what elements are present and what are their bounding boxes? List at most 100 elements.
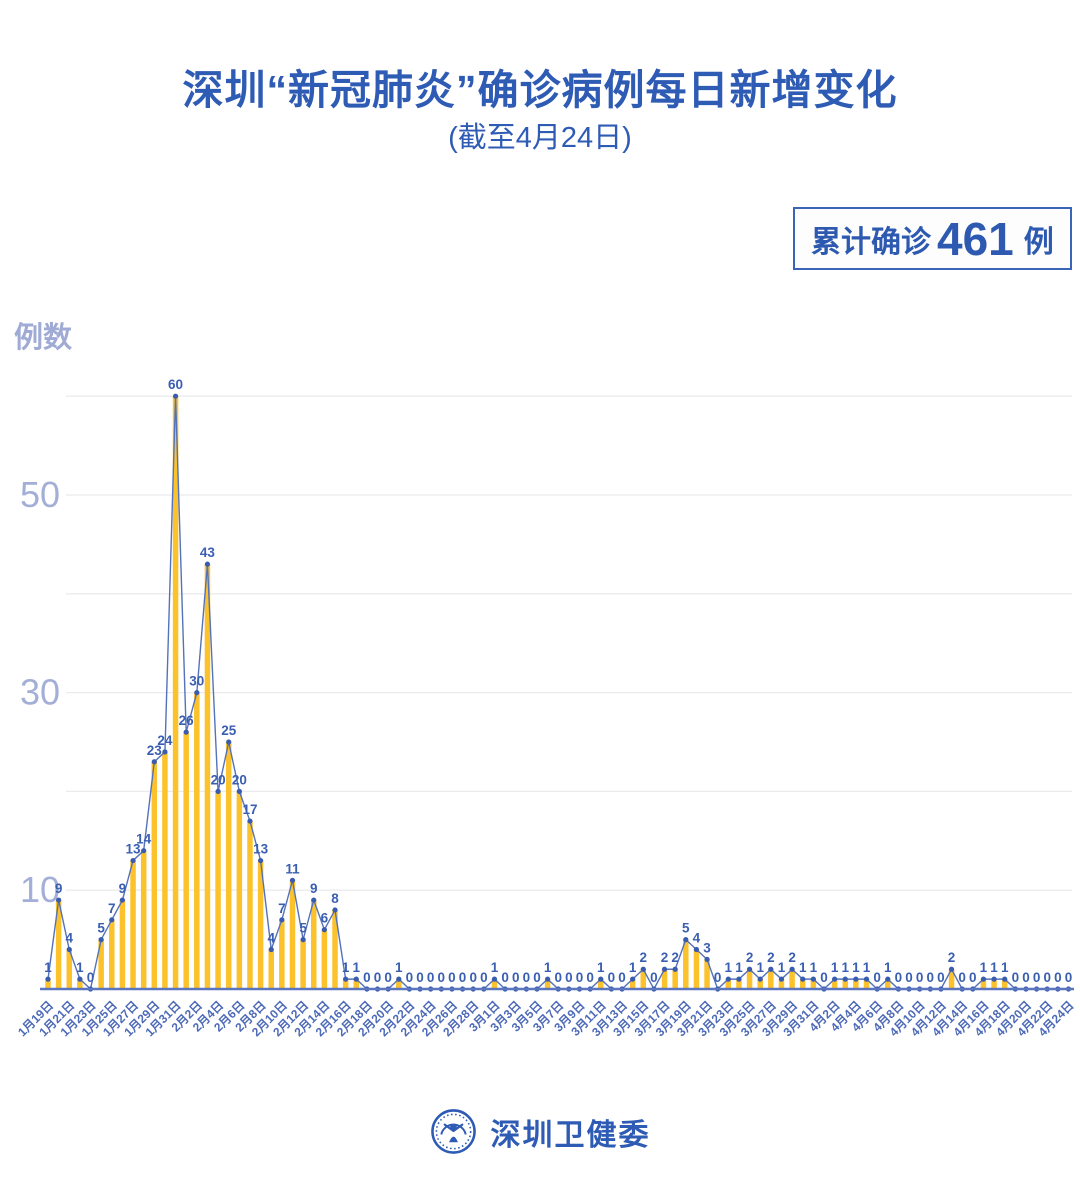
svg-text:30: 30: [20, 672, 60, 713]
bars: [45, 396, 1008, 989]
svg-text:10: 10: [20, 869, 60, 910]
point-value-labels: 1941057913142324602630432025201713471159…: [44, 377, 1072, 985]
svg-text:0: 0: [416, 970, 424, 985]
svg-text:0: 0: [448, 970, 456, 985]
svg-text:0: 0: [937, 970, 945, 985]
svg-text:4: 4: [267, 930, 275, 945]
svg-text:50: 50: [20, 474, 60, 515]
svg-text:11: 11: [285, 861, 300, 876]
svg-text:7: 7: [278, 901, 286, 916]
svg-text:1: 1: [491, 960, 499, 975]
svg-text:0: 0: [469, 970, 477, 985]
svg-text:14: 14: [136, 832, 152, 847]
svg-text:2: 2: [671, 950, 679, 965]
svg-text:1: 1: [841, 960, 849, 975]
svg-text:1: 1: [735, 960, 743, 975]
svg-text:1: 1: [990, 960, 998, 975]
svg-text:1: 1: [629, 960, 637, 975]
svg-text:0: 0: [1033, 970, 1041, 985]
svg-text:0: 0: [438, 970, 446, 985]
shenzhen-health-commission-logo-icon: [430, 1109, 476, 1154]
svg-text:0: 0: [927, 970, 935, 985]
svg-text:13: 13: [126, 842, 142, 857]
footer-source-label: 深圳卫健委: [490, 1118, 651, 1152]
svg-text:0: 0: [501, 970, 509, 985]
svg-text:9: 9: [119, 881, 127, 896]
svg-text:0: 0: [608, 970, 616, 985]
svg-text:1: 1: [395, 960, 403, 975]
svg-text:25: 25: [221, 723, 237, 738]
svg-text:0: 0: [459, 970, 467, 985]
svg-text:0: 0: [1022, 970, 1030, 985]
svg-text:2: 2: [746, 950, 754, 965]
svg-text:0: 0: [406, 970, 414, 985]
svg-text:2: 2: [788, 950, 796, 965]
svg-text:2: 2: [640, 950, 648, 965]
svg-text:1: 1: [76, 960, 84, 975]
svg-text:0: 0: [1012, 970, 1020, 985]
footer: 深圳卫健委: [0, 1108, 1080, 1155]
svg-text:13: 13: [253, 842, 269, 857]
svg-text:8: 8: [331, 891, 339, 906]
x-tick-labels: 1月19日1月21日1月23日1月25日1月27日1月29日1月31日2月2日2…: [15, 998, 1077, 1039]
svg-text:0: 0: [384, 970, 392, 985]
svg-text:9: 9: [310, 881, 318, 896]
svg-text:0: 0: [87, 970, 95, 985]
svg-text:1: 1: [831, 960, 839, 975]
svg-text:20: 20: [211, 772, 226, 787]
svg-text:2: 2: [661, 950, 669, 965]
svg-text:0: 0: [523, 970, 531, 985]
svg-text:2: 2: [767, 950, 775, 965]
svg-text:60: 60: [168, 377, 183, 392]
svg-text:23: 23: [147, 743, 163, 758]
svg-text:0: 0: [586, 970, 594, 985]
svg-text:1: 1: [980, 960, 988, 975]
svg-text:0: 0: [916, 970, 924, 985]
svg-text:1: 1: [884, 960, 892, 975]
svg-text:1: 1: [342, 960, 350, 975]
svg-text:0: 0: [1054, 970, 1062, 985]
page-subtitle: (截至4月24日): [448, 122, 632, 154]
svg-text:24: 24: [157, 733, 173, 748]
svg-text:0: 0: [512, 970, 520, 985]
svg-text:0: 0: [576, 970, 584, 985]
svg-text:1: 1: [799, 960, 807, 975]
svg-text:1: 1: [863, 960, 871, 975]
svg-text:6: 6: [321, 911, 329, 926]
y-axis-title: 例数: [14, 322, 73, 354]
svg-text:0: 0: [969, 970, 977, 985]
point-markers: [45, 393, 1072, 992]
svg-text:0: 0: [714, 970, 722, 985]
svg-text:5: 5: [97, 921, 105, 936]
svg-text:17: 17: [242, 802, 257, 817]
svg-text:1: 1: [597, 960, 605, 975]
svg-text:0: 0: [618, 970, 626, 985]
svg-text:1: 1: [725, 960, 733, 975]
svg-text:1: 1: [44, 960, 52, 975]
y-tick-labels: 10 30 50: [20, 474, 60, 910]
svg-text:2: 2: [948, 950, 956, 965]
svg-text:0: 0: [554, 970, 562, 985]
svg-text:1: 1: [544, 960, 552, 975]
svg-text:5: 5: [682, 921, 690, 936]
svg-text:0: 0: [427, 970, 435, 985]
svg-text:0: 0: [873, 970, 881, 985]
svg-text:30: 30: [189, 674, 204, 689]
cumulative-total-badge: 累计确诊 461 例: [793, 207, 1072, 270]
badge-value: 461: [937, 212, 1014, 265]
svg-text:0: 0: [1065, 970, 1073, 985]
svg-text:1: 1: [810, 960, 818, 975]
svg-text:1: 1: [778, 960, 786, 975]
svg-text:4: 4: [693, 930, 701, 945]
svg-text:0: 0: [533, 970, 541, 985]
svg-text:0: 0: [958, 970, 966, 985]
svg-text:20: 20: [232, 772, 247, 787]
svg-text:0: 0: [363, 970, 371, 985]
svg-text:4: 4: [66, 930, 74, 945]
svg-text:0: 0: [905, 970, 913, 985]
svg-text:7: 7: [108, 901, 116, 916]
svg-text:43: 43: [200, 545, 216, 560]
page-title: 深圳“新冠肺炎”确诊病例每日新增变化: [182, 67, 898, 113]
